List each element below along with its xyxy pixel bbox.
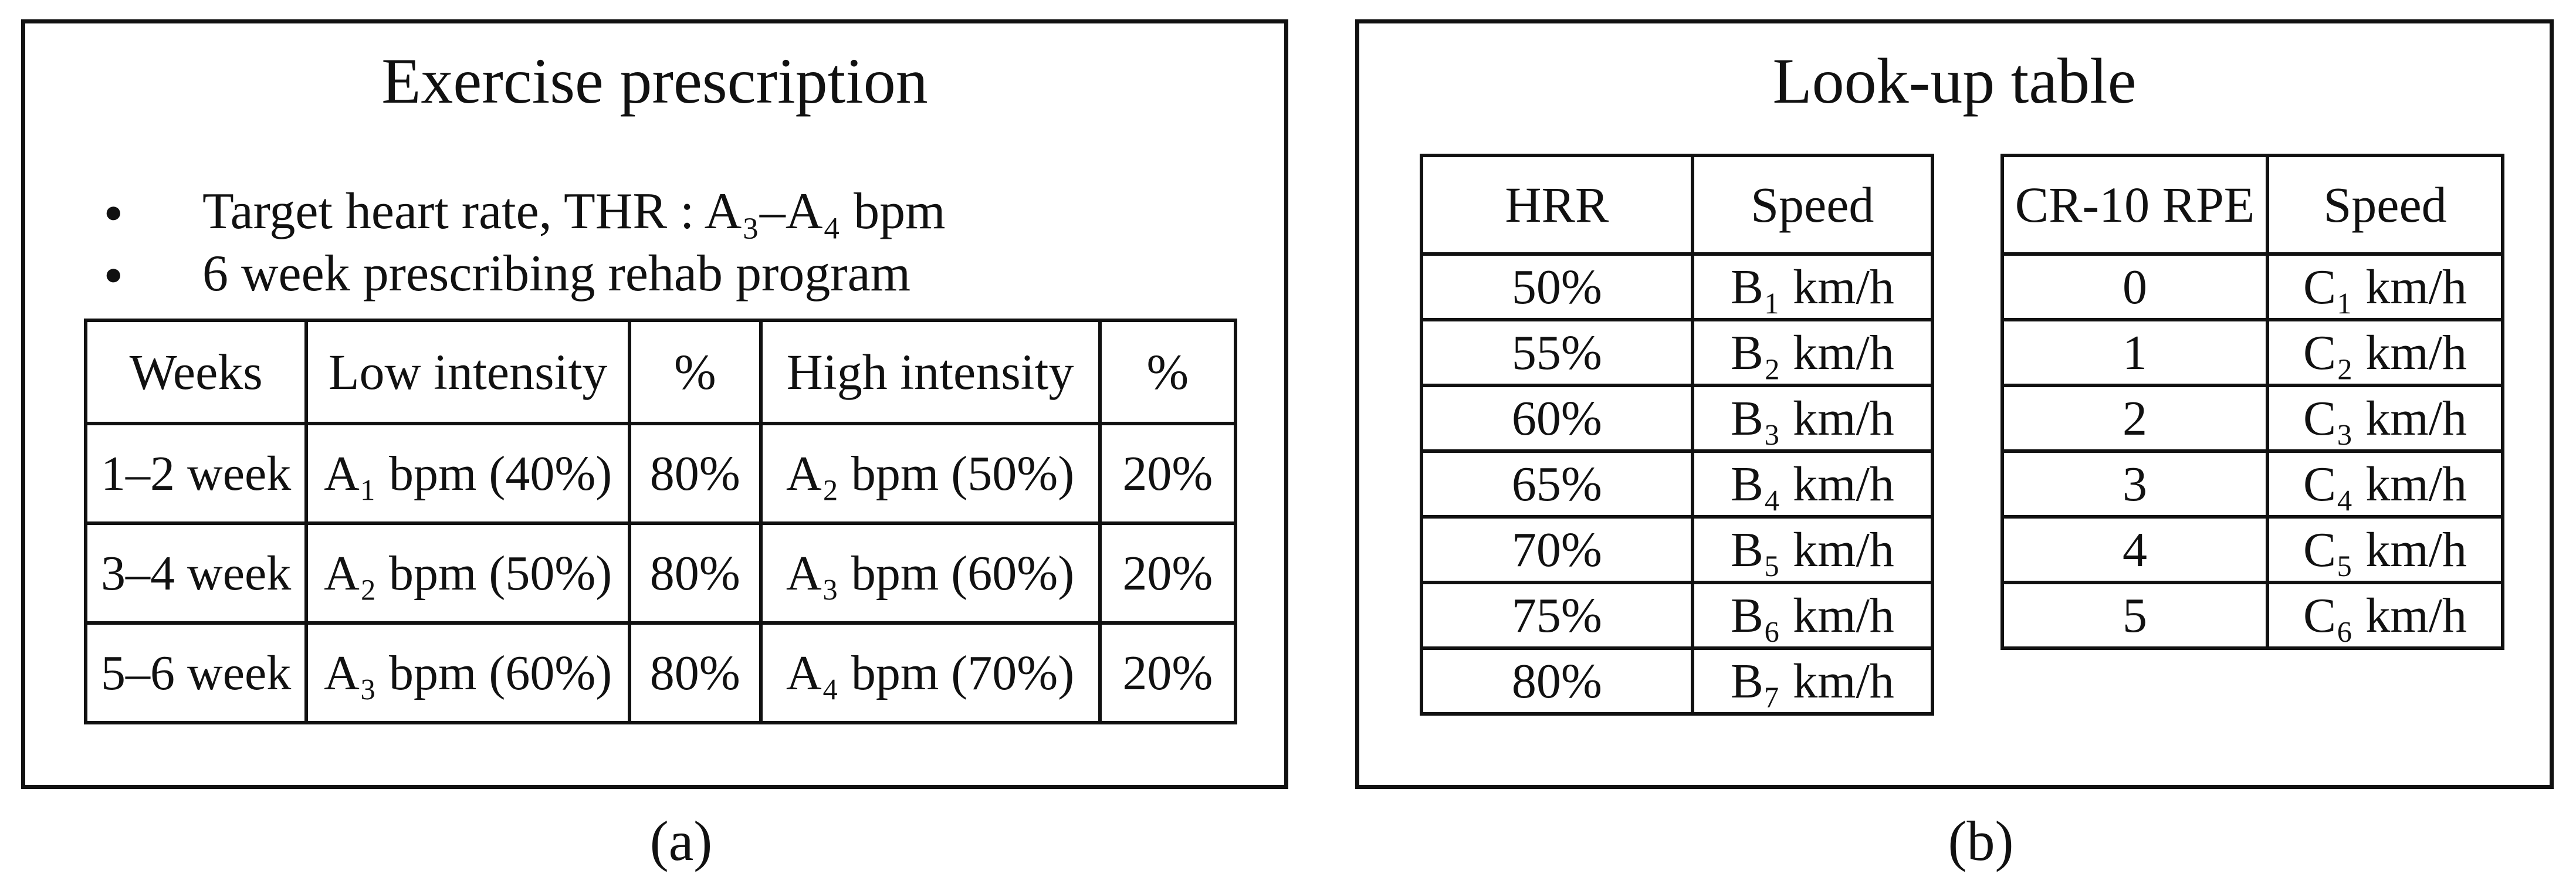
cell-speed: B₃ km/h	[1690, 384, 1935, 453]
table-row: 70% B₅ km/h	[1420, 515, 1935, 584]
cell-high-intensity: A₄ bpm (70%)	[759, 621, 1102, 724]
exercise-prescription-panel: Exercise prescription ● Target heart rat…	[21, 19, 1288, 789]
cell-high-percent: 20%	[1098, 521, 1238, 625]
cell-high-intensity: A₃ bpm (60%)	[759, 521, 1102, 625]
cell-hrr: 60%	[1420, 384, 1694, 453]
bullet-text-target-heart-rate: Target heart rate, THR : A₃–A₄ bpm	[202, 183, 946, 240]
lookup-table-panel: Look-up table HRR Speed 50% B₁ km/h 55% …	[1355, 19, 2554, 789]
panel-a-title: Exercise prescription	[381, 45, 928, 117]
table-row: 55% B₂ km/h	[1420, 318, 1935, 387]
table-row: 3 C₄ km/h	[2000, 449, 2504, 519]
header-hrr: HRR	[1420, 154, 1694, 256]
header-weeks: Weeks	[83, 319, 309, 425]
cell-speed: B₂ km/h	[1690, 318, 1935, 387]
header-speed: Speed	[1690, 154, 1935, 256]
cell-hrr: 50%	[1420, 252, 1694, 321]
exercise-prescription-table: Weeks Low intensity % High intensity % 1…	[83, 319, 1238, 724]
bullet-item-target-heart-rate: ● Target heart rate, THR : A₃–A₄ bpm	[101, 181, 946, 243]
cell-low-percent: 80%	[628, 521, 763, 625]
table-row: 65% B₄ km/h	[1420, 449, 1935, 519]
cell-low-percent: 80%	[628, 422, 763, 525]
table-row: 2 C₃ km/h	[2000, 384, 2504, 453]
table-row: 50% B₁ km/h	[1420, 252, 1935, 321]
cell-weeks: 1–2 week	[83, 422, 309, 525]
table-row: 5–6 week A₃ bpm (60%) 80% A₄ bpm (70%) 2…	[83, 621, 1238, 724]
caption-a: (a)	[649, 810, 713, 872]
cell-speed: C₆ km/h	[2266, 581, 2504, 650]
cell-speed: B₁ km/h	[1690, 252, 1935, 321]
cell-hrr: 65%	[1420, 449, 1694, 519]
cell-speed: C₄ km/h	[2266, 449, 2504, 519]
cell-speed: C₁ km/h	[2266, 252, 2504, 321]
bullet-text-rehab-program: 6 week prescribing rehab program	[202, 245, 911, 302]
cell-speed: B₅ km/h	[1690, 515, 1935, 584]
cell-hrr: 55%	[1420, 318, 1694, 387]
cell-hrr: 80%	[1420, 646, 1694, 716]
cell-low-percent: 80%	[628, 621, 763, 724]
cell-high-percent: 20%	[1098, 422, 1238, 525]
panel-b-title: Look-up table	[1772, 45, 2137, 117]
cell-high-intensity: A₂ bpm (50%)	[759, 422, 1102, 525]
table-row: 5 C₆ km/h	[2000, 581, 2504, 650]
cell-rpe: 1	[2000, 318, 2270, 387]
bullet-list: ● Target heart rate, THR : A₃–A₄ bpm ● 6…	[101, 181, 946, 305]
cell-rpe: 2	[2000, 384, 2270, 453]
header-speed: Speed	[2266, 154, 2504, 256]
cell-speed: C₃ km/h	[2266, 384, 2504, 453]
table-row: 1–2 week A₁ bpm (40%) 80% A₂ bpm (50%) 2…	[83, 422, 1238, 525]
cell-weeks: 3–4 week	[83, 521, 309, 625]
cell-rpe: 3	[2000, 449, 2270, 519]
rpe-speed-table: CR-10 RPE Speed 0 C₁ km/h 1 C₂ km/h 2 C₃…	[2000, 154, 2504, 650]
cell-speed: C₂ km/h	[2266, 318, 2504, 387]
cell-low-intensity: A₃ bpm (60%)	[304, 621, 632, 724]
cell-low-intensity: A₂ bpm (50%)	[304, 521, 632, 625]
table-row: 75% B₆ km/h	[1420, 581, 1935, 650]
table-row: 0 C₁ km/h	[2000, 252, 2504, 321]
header-low-intensity: Low intensity	[304, 319, 632, 425]
cell-hrr: 70%	[1420, 515, 1694, 584]
caption-b: (b)	[1948, 810, 2014, 872]
table-row: 60% B₃ km/h	[1420, 384, 1935, 453]
header-low-percent: %	[628, 319, 763, 425]
cell-speed: B₇ km/h	[1690, 646, 1935, 716]
table-row: 4 C₅ km/h	[2000, 515, 2504, 584]
table-row: 3–4 week A₂ bpm (50%) 80% A₃ bpm (60%) 2…	[83, 521, 1238, 625]
cell-speed: B₆ km/h	[1690, 581, 1935, 650]
table-header-row: CR-10 RPE Speed	[2000, 154, 2504, 256]
bullet-icon: ●	[104, 194, 123, 229]
header-cr10-rpe: CR-10 RPE	[2000, 154, 2270, 256]
table-header-row: Weeks Low intensity % High intensity %	[83, 319, 1238, 425]
cell-rpe: 0	[2000, 252, 2270, 321]
hrr-speed-table: HRR Speed 50% B₁ km/h 55% B₂ km/h 60% B₃…	[1420, 154, 1935, 716]
cell-rpe: 5	[2000, 581, 2270, 650]
cell-low-intensity: A₁ bpm (40%)	[304, 422, 632, 525]
cell-hrr: 75%	[1420, 581, 1694, 650]
table-row: 80% B₇ km/h	[1420, 646, 1935, 716]
cell-weeks: 5–6 week	[83, 621, 309, 724]
cell-speed: B₄ km/h	[1690, 449, 1935, 519]
cell-speed: C₅ km/h	[2266, 515, 2504, 584]
header-high-intensity: High intensity	[759, 319, 1102, 425]
bullet-item-rehab-program: ● 6 week prescribing rehab program	[101, 243, 946, 305]
cell-rpe: 4	[2000, 515, 2270, 584]
bullet-icon: ●	[104, 256, 123, 292]
table-header-row: HRR Speed	[1420, 154, 1935, 256]
table-row: 1 C₂ km/h	[2000, 318, 2504, 387]
header-high-percent: %	[1098, 319, 1238, 425]
cell-high-percent: 20%	[1098, 621, 1238, 724]
